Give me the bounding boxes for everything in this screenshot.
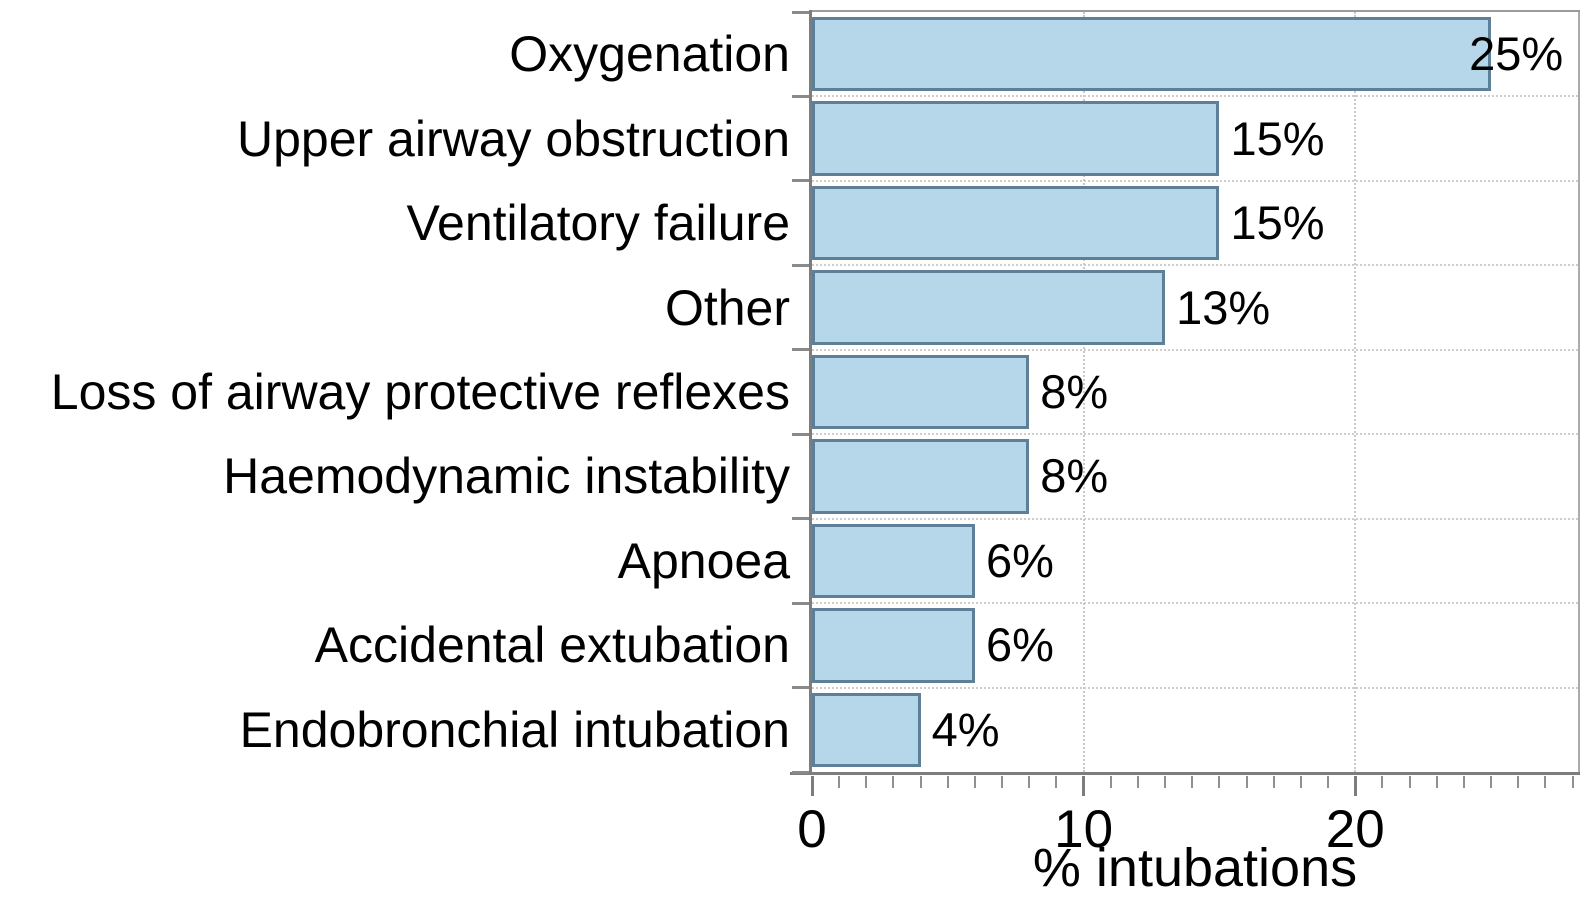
y-axis-tick (792, 94, 809, 98)
x-axis-tick (1082, 776, 1086, 796)
category-label: Loss of airway protective reflexes (50, 364, 790, 420)
x-axis-minor-tick (1381, 776, 1384, 788)
x-axis-minor-tick (1164, 776, 1167, 788)
x-axis-tick (1353, 776, 1357, 796)
y-axis-tick (792, 179, 809, 183)
category-label: Oxygenation (509, 26, 790, 83)
x-axis-tick-label: 20 (1325, 800, 1385, 859)
x-axis-minor-tick (1055, 776, 1058, 788)
bar (812, 523, 975, 599)
x-axis-tick (810, 776, 814, 796)
category-label: Haemodynamic instability (223, 448, 790, 505)
y-axis-tick (792, 517, 809, 521)
x-axis-minor-tick (892, 776, 895, 788)
gridline-vertical (1354, 12, 1357, 772)
gridline-horizontal (812, 433, 1578, 436)
gridline-horizontal (812, 686, 1578, 689)
category-label: Endobronchial intubation (239, 701, 790, 758)
gridline-horizontal (812, 602, 1578, 605)
x-axis-minor-tick (1571, 776, 1574, 788)
gridline-horizontal (812, 95, 1578, 98)
x-axis-minor-tick (1272, 776, 1275, 788)
y-axis-line (809, 10, 812, 772)
gridline-horizontal (812, 264, 1578, 267)
y-axis-tick (792, 10, 809, 14)
plot-area: % intubations Oxygenation 25% Upper airway… (51, 10, 1580, 898)
bar-value-label: 8% (1040, 365, 1109, 418)
bar (812, 439, 1030, 514)
bar (812, 185, 1220, 261)
bar-value-label: 13% (1176, 280, 1271, 334)
x-axis-title: % intubations (1032, 838, 1358, 898)
x-axis-minor-tick (1327, 776, 1330, 788)
category-label: Apnoea (617, 532, 790, 589)
x-axis-minor-tick (973, 776, 976, 788)
bar-value-label: 15% (1230, 111, 1325, 165)
bar-value-label: 8% (1040, 449, 1109, 503)
gridline-vertical (1082, 12, 1085, 772)
x-axis-tick-label: 10 (1054, 800, 1114, 859)
x-axis-minor-tick (838, 776, 841, 788)
x-axis-minor-tick (1435, 776, 1438, 788)
x-axis-minor-tick (1462, 776, 1465, 788)
y-axis-tick (792, 432, 809, 436)
bar (812, 608, 975, 683)
category-label: Accidental extubation (314, 617, 790, 674)
y-axis-tick (792, 601, 809, 605)
y-axis-tick (792, 348, 809, 352)
bar-value-label: 6% (985, 618, 1054, 672)
x-axis-minor-tick (1191, 776, 1194, 788)
x-axis-minor-tick (1299, 776, 1302, 788)
x-axis-minor-tick (1544, 776, 1547, 788)
x-axis-minor-tick (919, 776, 922, 788)
bar-value-label: 6% (985, 533, 1054, 587)
x-axis-minor-tick (1136, 776, 1139, 788)
x-axis-minor-tick (946, 776, 949, 788)
plot-frame-right (1578, 12, 1580, 772)
gridline-horizontal (812, 348, 1578, 351)
x-axis-minor-tick (865, 776, 868, 788)
x-axis-minor-tick (1490, 776, 1493, 788)
bar (812, 17, 1492, 92)
category-label: Upper airway obstruction (236, 110, 790, 167)
x-axis-minor-tick (1001, 776, 1004, 788)
bar (812, 692, 921, 767)
x-axis-minor-tick (1218, 776, 1221, 788)
y-axis-tick (792, 686, 809, 690)
x-axis-minor-tick (1408, 776, 1411, 788)
x-axis-tick-label: 0 (797, 800, 827, 859)
bar-value-label: 25% (1469, 27, 1564, 81)
bar-value-label: 15% (1230, 196, 1325, 250)
y-axis-tick (792, 770, 809, 774)
category-label: Other (664, 279, 790, 336)
bar (812, 270, 1166, 345)
category-label: Ventilatory failure (406, 195, 790, 252)
x-axis-minor-tick (1517, 776, 1520, 788)
bar (812, 354, 1030, 430)
x-axis-minor-tick (1245, 776, 1248, 788)
x-axis-line (790, 772, 1580, 775)
plot-frame-top (810, 10, 1580, 12)
gridline-horizontal (812, 179, 1578, 182)
y-axis-tick (792, 263, 809, 267)
bar-value-label: 4% (931, 702, 1000, 756)
gridline-horizontal (812, 517, 1578, 520)
bar (812, 101, 1220, 176)
x-axis-minor-tick (1109, 776, 1112, 788)
x-axis-minor-tick (1028, 776, 1031, 788)
